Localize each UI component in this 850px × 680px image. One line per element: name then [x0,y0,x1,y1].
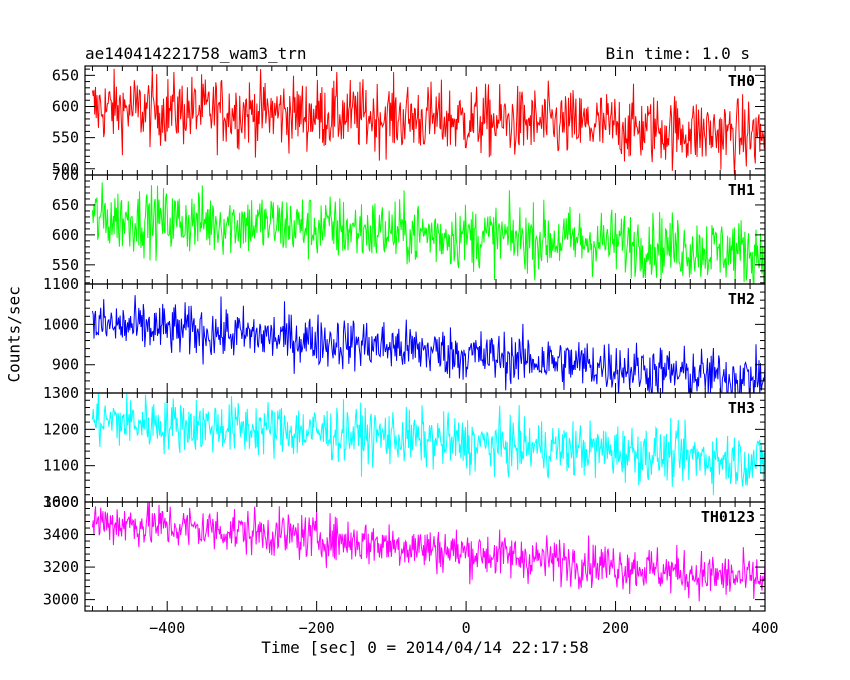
y-tick-label: 1200 [43,420,79,438]
y-tick-label: 1100 [43,457,79,475]
y-tick-label: 550 [52,129,79,147]
y-tick-label: 3000 [43,591,79,609]
y-tick-label: 1300 [43,384,79,402]
x-axis-label: Time [sec] 0 = 2014/04/14 22:17:58 [261,638,589,657]
y-tick-label: 650 [52,196,79,214]
y-tick-label: 1000 [43,315,79,333]
series-line-th2 [92,295,765,393]
panel-label-th0: TH0 [728,72,755,90]
series-line-th0123 [92,502,765,602]
y-tick-label: 3200 [43,558,79,576]
y-axis-label: Counts/sec [4,286,24,383]
panel-label-th2: TH2 [728,290,755,308]
y-tick-label: 500 [52,160,79,178]
y-tick-label: 1100 [43,275,79,293]
chart-title: ae140414221758_wam3_trn [85,44,307,63]
panel-label-th0123: TH0123 [701,508,755,526]
y-tick-label: 550 [52,256,79,274]
y-tick-label: 900 [52,356,79,374]
x-tick-label: −200 [299,619,335,637]
y-tick-label: 600 [52,97,79,115]
y-tick-label: 700 [52,166,79,184]
x-tick-label: 200 [602,619,629,637]
series-line-th1 [92,182,765,284]
y-tick-label: 3600 [43,493,79,511]
panel-label-th3: TH3 [728,399,755,417]
x-tick-label: 400 [751,619,778,637]
panel-frame-th0123 [84,501,766,612]
x-tick-label: −400 [149,619,185,637]
y-tick-label: 1000 [43,493,79,511]
y-tick-label: 600 [52,226,79,244]
panel-label-th1: TH1 [728,181,755,199]
y-tick-label: 3400 [43,526,79,544]
series-line-th3 [92,393,765,496]
bin-time-label: Bin time: 1.0 s [605,44,751,63]
x-tick-label: 0 [462,619,471,637]
series-line-th0 [92,68,765,175]
y-tick-label: 650 [52,66,79,84]
